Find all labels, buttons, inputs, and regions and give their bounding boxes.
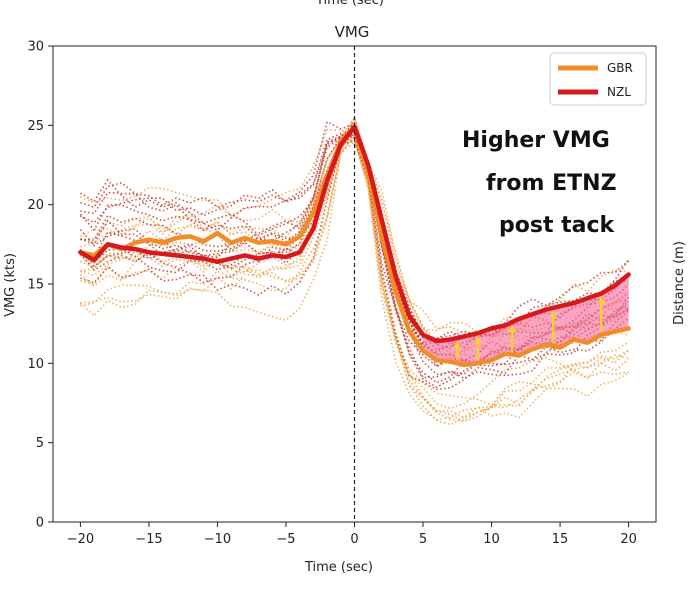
y-tick-label: 15 (27, 278, 44, 293)
nzl-run-line (79, 129, 630, 366)
nzl-run-line (80, 131, 630, 368)
legend: GBR NZL (549, 52, 647, 106)
x-axis-title: Time (sec) (304, 560, 373, 575)
annotation: Higher VMG from ETNZ post tack (462, 128, 617, 238)
y-tick-label: 10 (27, 357, 44, 372)
legend-label-nzl: NZL (607, 85, 631, 99)
legend-label-gbr: GBR (607, 61, 633, 75)
x-tick-label: 10 (483, 532, 500, 547)
x-tick-label: −20 (67, 532, 94, 547)
axes: −20 −15 −10 −5 0 5 10 15 20 0 5 10 15 20 25 30 (27, 40, 657, 547)
x-tick-label: 20 (620, 532, 637, 547)
y-tick-label: 5 (36, 436, 44, 451)
gap-arrow-head (597, 296, 606, 304)
gap-arrow-head (453, 340, 462, 348)
x-tick-label: −10 (204, 532, 231, 547)
right-axis-title: Distance (m) (672, 241, 687, 325)
gbr-run-line (79, 138, 630, 426)
x-tick-label: 15 (552, 532, 569, 547)
y-tick-label: 25 (27, 119, 44, 134)
annotation-line-3: post tack (499, 213, 616, 238)
annotation-line-1: Higher VMG (462, 128, 610, 153)
chart-title: VMG (335, 23, 370, 41)
gap-arrow-head (508, 325, 517, 333)
nzl-run-line (79, 120, 629, 351)
x-tick-label: 0 (350, 532, 358, 547)
x-tick-label: −15 (135, 532, 162, 547)
gap-arrow-head (473, 336, 482, 344)
nzl-run-line (80, 128, 630, 340)
top-cut-label: Time (sec) (315, 0, 384, 8)
x-tick-label: 5 (419, 532, 427, 547)
y-tick-label: 20 (27, 198, 44, 213)
x-tick-label: −5 (276, 532, 295, 547)
y-tick-label: 0 (36, 516, 44, 531)
y-axis-title: VMG (kts) (3, 253, 18, 317)
gap-arrows (453, 296, 606, 361)
annotation-line-2: from ETNZ (486, 171, 617, 196)
gap-arrow-head (549, 310, 558, 318)
nzl-run-line (80, 133, 630, 380)
y-tick-label: 30 (27, 40, 44, 55)
gbr-run-line (80, 140, 629, 421)
